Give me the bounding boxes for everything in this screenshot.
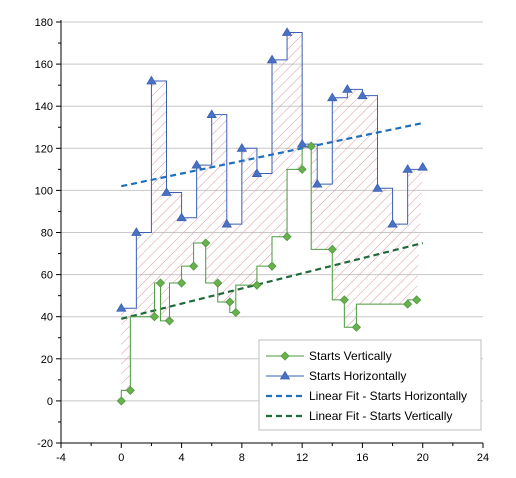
point-starts-vertically xyxy=(339,295,349,305)
point-starts-vertically xyxy=(231,307,241,318)
x-tick-label: 8 xyxy=(239,452,245,464)
point-starts-horizontally xyxy=(417,161,428,171)
point-starts-horizontally xyxy=(372,183,383,192)
legend-item-fit-horizontally: Linear Fit - Starts Horizontally xyxy=(266,389,467,403)
point-starts-horizontally xyxy=(236,143,248,152)
point-starts-horizontally xyxy=(131,227,142,236)
point-starts-vertically xyxy=(164,316,175,326)
point-starts-horizontally xyxy=(161,187,172,196)
point-starts-vertically xyxy=(177,278,187,288)
legend-label-starts-vertically: Starts Vertically xyxy=(309,349,392,363)
point-starts-horizontally xyxy=(146,75,157,85)
point-starts-horizontally xyxy=(206,109,217,119)
point-starts-vertically xyxy=(351,322,361,332)
axes xyxy=(56,20,484,448)
point-starts-vertically xyxy=(252,280,262,290)
y-tick-label: 160 xyxy=(35,59,53,71)
legend-item-fit-vertically: Linear Fit - Starts Vertically xyxy=(266,409,452,423)
y-tick-label: 120 xyxy=(35,143,53,155)
point-starts-vertically xyxy=(189,261,199,271)
point-starts-horizontally xyxy=(327,92,338,102)
point-starts-horizontally xyxy=(116,303,127,312)
point-starts-vertically xyxy=(225,297,235,307)
y-tick-label: 20 xyxy=(41,354,53,366)
y-tick-label: -20 xyxy=(37,438,53,450)
legend-label-fit-vertically: Linear Fit - Starts Vertically xyxy=(309,409,452,423)
point-starts-vertically xyxy=(116,396,126,406)
point-starts-horizontally xyxy=(281,27,293,36)
point-starts-horizontally xyxy=(387,218,398,228)
point-starts-horizontally xyxy=(191,159,202,169)
point-starts-vertically xyxy=(412,295,422,305)
point-starts-vertically xyxy=(267,261,277,271)
y-tick-label: 60 xyxy=(41,270,53,282)
tick-labels: -20 0 20 40 60 80 100 120 140 160 180 -4 0 4 8 12 16 20 24 xyxy=(35,17,489,464)
point-starts-vertically xyxy=(403,299,413,309)
point-starts-horizontally xyxy=(296,138,308,148)
point-starts-horizontally xyxy=(312,178,323,188)
legend-marker-diamond xyxy=(280,351,290,361)
x-tick-label: 20 xyxy=(417,452,429,464)
point-starts-vertically xyxy=(125,385,135,395)
legend: Starts Vertically Starts Horizontally Li… xyxy=(258,339,482,431)
y-tick-label: 180 xyxy=(35,17,53,29)
x-tick-label: 24 xyxy=(477,452,489,464)
legend-item-starts-vertically: Starts Vertically xyxy=(266,349,392,363)
y-tick-label: 140 xyxy=(35,101,53,113)
x-tick-label: -4 xyxy=(56,452,66,464)
x-tick-label: 0 xyxy=(118,452,124,464)
x-tick-label: 12 xyxy=(296,452,308,464)
x-tick-label: 4 xyxy=(179,452,185,464)
point-starts-vertically xyxy=(149,312,160,322)
point-starts-vertically xyxy=(201,238,211,248)
hatched-fill-region xyxy=(121,32,423,401)
point-starts-horizontally xyxy=(251,168,263,177)
point-starts-vertically xyxy=(213,278,223,288)
point-starts-vertically xyxy=(297,164,307,174)
legend-label-starts-horizontally: Starts Horizontally xyxy=(309,369,406,383)
point-starts-vertically xyxy=(155,278,166,288)
point-starts-horizontally xyxy=(402,164,413,173)
y-tick-label: 0 xyxy=(47,396,53,408)
series-markers xyxy=(116,27,428,406)
point-starts-horizontally xyxy=(357,90,368,100)
point-starts-vertically xyxy=(282,232,292,242)
point-starts-vertically xyxy=(327,244,337,254)
fit-line-starts-vertically xyxy=(121,241,423,320)
legend-marker-triangle xyxy=(279,370,291,380)
y-tick-label: 40 xyxy=(41,312,53,324)
point-starts-horizontally xyxy=(342,84,353,93)
y-tick-label: 100 xyxy=(35,185,53,197)
hatched-fill-area xyxy=(121,32,423,401)
point-starts-horizontally xyxy=(176,212,187,222)
point-starts-vertically xyxy=(306,141,316,151)
point-starts-horizontally xyxy=(221,218,232,228)
legend-label-fit-horizontally: Linear Fit - Starts Horizontally xyxy=(309,389,467,403)
x-tick-label: 16 xyxy=(356,452,368,464)
point-starts-horizontally xyxy=(266,54,278,64)
y-tick-label: 80 xyxy=(41,228,53,240)
legend-item-starts-horizontally: Starts Horizontally xyxy=(266,369,406,383)
